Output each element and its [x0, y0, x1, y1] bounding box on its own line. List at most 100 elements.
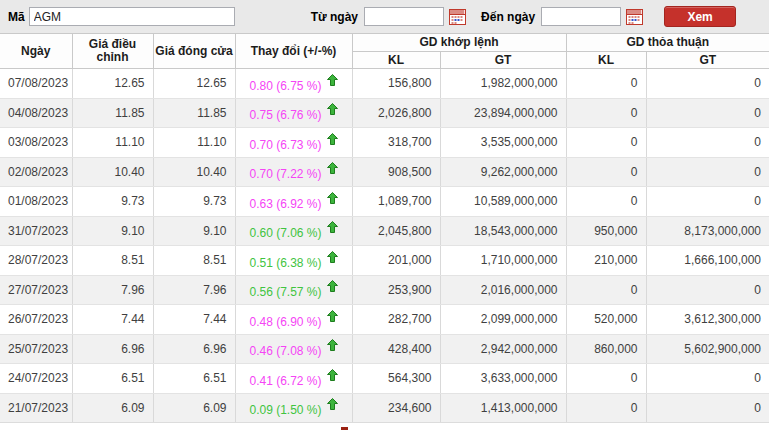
change-cell: 0.60 (7.06 %)	[235, 216, 352, 246]
calendar-icon[interactable]	[449, 9, 466, 25]
matched-value-cell: 2,942,000,000	[440, 334, 566, 364]
symbol-label: Mã	[8, 10, 25, 24]
closing-price-cell: 9.73	[153, 187, 235, 217]
matched-volume-cell: 2,045,800	[352, 216, 440, 246]
closing-price-cell: 9.10	[153, 216, 235, 246]
change-cell: 0.70 (7.22 %)	[235, 157, 352, 187]
matched-value-cell: 1,710,000,000	[440, 246, 566, 276]
matched-value-cell: 2,099,000,000	[440, 305, 566, 335]
matched-volume-cell: 201,000	[352, 246, 440, 276]
negotiated-value-cell: 3,612,300,000	[646, 305, 769, 335]
negotiated-volume-cell: 0	[566, 275, 646, 305]
col-header-matched-value: GT	[440, 52, 566, 69]
col-header-date: Ngày	[0, 34, 72, 69]
matched-value-cell: 1,413,000,000	[440, 393, 566, 423]
up-arrow-icon	[327, 192, 338, 204]
adjusted-price-cell: 6.96	[72, 334, 153, 364]
table-row: 27/07/20237.967.960.56 (7.57 %)253,9002,…	[0, 275, 769, 305]
date-cell: 27/07/2023	[0, 275, 72, 305]
change-cell: 0.56 (7.57 %)	[235, 275, 352, 305]
closing-price-cell: 6.51	[153, 364, 235, 394]
table-row: 24/07/20236.516.510.41 (6.72 %)564,3003,…	[0, 364, 769, 394]
matched-volume-cell: 253,900	[352, 275, 440, 305]
negotiated-value-cell: 0	[646, 393, 769, 423]
col-header-negotiated-volume: KL	[566, 52, 646, 69]
date-cell: 28/07/2023	[0, 246, 72, 276]
date-cell: 03/08/2023	[0, 128, 72, 158]
view-button[interactable]: Xem	[664, 6, 736, 27]
negotiated-value-cell: 0	[646, 98, 769, 128]
date-cell: 26/07/2023	[0, 305, 72, 335]
change-cell: 0.48 (6.90 %)	[235, 305, 352, 335]
change-cell: 0.75 (6.76 %)	[235, 98, 352, 128]
change-value: 0.48 (6.90 %)	[249, 315, 321, 329]
col-header-matched-volume: KL	[352, 52, 440, 69]
table-row: 03/08/202311.1011.100.70 (6.73 %)318,700…	[0, 128, 769, 158]
change-value: 0.75 (6.76 %)	[249, 108, 321, 122]
adjusted-price-cell: 9.73	[72, 187, 153, 217]
matched-volume-cell: 1,089,700	[352, 187, 440, 217]
group-header-negotiated: GD thỏa thuận	[566, 34, 769, 52]
adjusted-price-cell: 11.10	[72, 128, 153, 158]
change-cell: 0.70 (6.73 %)	[235, 128, 352, 158]
negotiated-volume-cell: 0	[566, 157, 646, 187]
up-arrow-icon	[327, 103, 338, 115]
col-header-closing-price: Giá đóng cửa	[153, 34, 235, 69]
up-arrow-icon	[327, 398, 338, 410]
change-value: 0.80 (6.75 %)	[249, 79, 321, 93]
negotiated-value-cell: 0	[646, 364, 769, 394]
calendar-icon[interactable]	[626, 9, 643, 25]
table-row: 25/07/20236.966.960.46 (7.08 %)428,4002,…	[0, 334, 769, 364]
table-row: 02/08/202310.4010.400.70 (7.22 %)908,500…	[0, 157, 769, 187]
table-row: 21/07/20236.096.090.09 (1.50 %)234,6001,…	[0, 393, 769, 423]
up-arrow-icon	[327, 162, 338, 174]
negotiated-value-cell: 0	[646, 69, 769, 99]
negotiated-value-cell: 5,602,900,000	[646, 334, 769, 364]
adjusted-price-cell: 8.51	[72, 246, 153, 276]
change-cell: 0.41 (6.72 %)	[235, 364, 352, 394]
date-cell: 07/08/2023	[0, 69, 72, 99]
change-cell: 0.09 (1.50 %)	[235, 393, 352, 423]
matched-value-cell: 3,535,000,000	[440, 128, 566, 158]
table-row: 26/07/20237.447.440.48 (6.90 %)282,7002,…	[0, 305, 769, 335]
table-row: 04/08/202311.8511.850.75 (6.76 %)2,026,8…	[0, 98, 769, 128]
table-header: Ngày Giá điều chỉnh Giá đóng cửa Thay đổ…	[0, 34, 769, 69]
change-value: 0.63 (6.92 %)	[249, 197, 321, 211]
matched-volume-cell: 318,700	[352, 128, 440, 158]
closing-price-cell: 6.96	[153, 334, 235, 364]
up-arrow-icon	[327, 221, 338, 233]
symbol-input[interactable]	[29, 7, 235, 26]
table-row: 01/08/20239.739.730.63 (6.92 %)1,089,700…	[0, 187, 769, 217]
table-row: 07/08/202312.6512.650.80 (6.75 %)156,800…	[0, 69, 769, 99]
price-history-table: Ngày Giá điều chỉnh Giá đóng cửa Thay đổ…	[0, 33, 769, 423]
matched-value-cell: 10,589,000,000	[440, 187, 566, 217]
closing-price-cell: 11.10	[153, 128, 235, 158]
change-value: 0.46 (7.08 %)	[249, 344, 321, 358]
negotiated-volume-cell: 210,000	[566, 246, 646, 276]
up-arrow-icon	[327, 74, 338, 86]
negotiated-volume-cell: 950,000	[566, 216, 646, 246]
up-arrow-icon	[327, 369, 338, 381]
adjusted-price-cell: 11.85	[72, 98, 153, 128]
change-cell: 0.51 (6.38 %)	[235, 246, 352, 276]
up-arrow-icon	[327, 133, 338, 145]
partial-next-row	[0, 422, 769, 430]
from-date-input[interactable]	[364, 7, 444, 26]
adjusted-price-cell: 6.09	[72, 393, 153, 423]
closing-price-cell: 10.40	[153, 157, 235, 187]
change-value: 0.60 (7.06 %)	[249, 226, 321, 240]
negotiated-volume-cell: 0	[566, 98, 646, 128]
matched-volume-cell: 428,400	[352, 334, 440, 364]
adjusted-price-cell: 12.65	[72, 69, 153, 99]
negotiated-volume-cell: 0	[566, 364, 646, 394]
to-date-input[interactable]	[541, 7, 621, 26]
adjusted-price-cell: 6.51	[72, 364, 153, 394]
from-date-label: Từ ngày	[311, 10, 358, 24]
change-value: 0.51 (6.38 %)	[249, 256, 321, 270]
adjusted-price-cell: 7.96	[72, 275, 153, 305]
matched-volume-cell: 908,500	[352, 157, 440, 187]
change-cell: 0.46 (7.08 %)	[235, 334, 352, 364]
up-arrow-icon	[327, 280, 338, 292]
date-cell: 31/07/2023	[0, 216, 72, 246]
matched-value-cell: 18,543,000,000	[440, 216, 566, 246]
